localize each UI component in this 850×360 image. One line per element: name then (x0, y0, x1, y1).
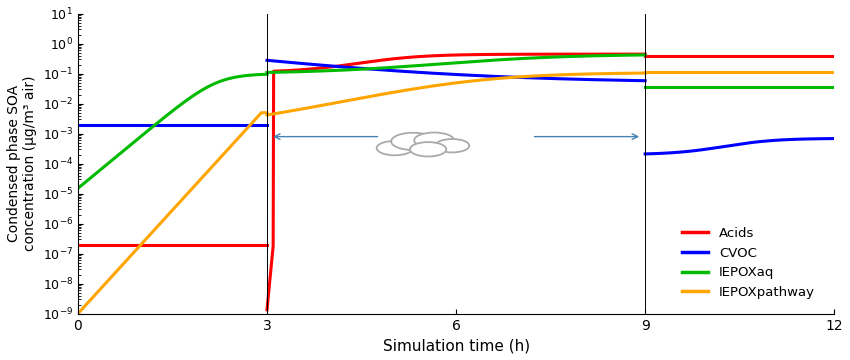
Circle shape (410, 142, 446, 157)
Circle shape (435, 139, 469, 152)
X-axis label: Simulation time (h): Simulation time (h) (382, 338, 530, 353)
Circle shape (414, 132, 454, 148)
Y-axis label: Condensed phase SOA
concentration (μg/m³ air): Condensed phase SOA concentration (μg/m³… (7, 76, 37, 251)
Legend: Acids, CVOC, IEPOXaq, IEPOXpathway: Acids, CVOC, IEPOXaq, IEPOXpathway (677, 222, 820, 304)
Circle shape (391, 133, 434, 150)
Circle shape (377, 141, 413, 155)
